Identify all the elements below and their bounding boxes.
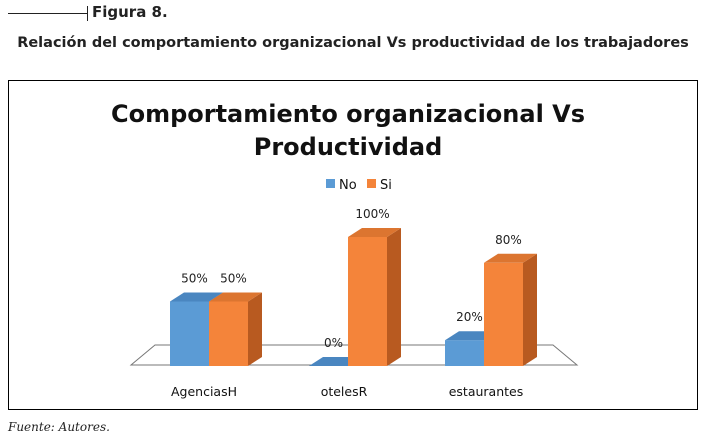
bar-si-agenciash: [209, 292, 262, 366]
figure-label: Figura 8.: [92, 3, 168, 21]
bar-no-agenciash-front: [170, 301, 209, 366]
legend-swatch-no: [326, 179, 335, 188]
category-label-otelesr: otelesR: [321, 384, 368, 399]
bar-si-estaurantes-top: [484, 253, 537, 263]
data-label-si-estaurantes: 80%: [495, 233, 522, 247]
data-label-no-estaurantes: 20%: [456, 310, 483, 324]
legend-swatch-si: [367, 179, 376, 188]
figure-rule-tick: [87, 6, 88, 21]
bar-si-agenciash-side: [248, 292, 262, 366]
chart-category-labels: AgenciasH otelesR estaurantes: [171, 384, 523, 399]
bar-no-estaurantes-front: [445, 340, 484, 366]
chart-title-line-2: Productividad: [254, 133, 443, 161]
legend-label-si: Si: [380, 178, 392, 193]
chart-title-line-1: Comportamiento organizacional Vs: [111, 100, 585, 128]
bar-si-agenciash-top: [209, 292, 262, 302]
bar-si-estaurantes-side: [523, 253, 537, 366]
chart-bars: [170, 228, 537, 366]
legend-label-no: No: [339, 178, 357, 193]
category-label-agenciash: AgenciasH: [171, 384, 237, 399]
bar-si-estaurantes-front: [484, 262, 523, 366]
chart-legend: No Si: [326, 178, 392, 193]
data-label-si-otelesr: 100%: [355, 207, 389, 221]
bar-si-otelesr-front: [348, 237, 387, 366]
chart-svg: Comportamiento organizacional Vs Product…: [111, 100, 585, 399]
data-label-no-agenciash: 50%: [181, 272, 208, 286]
data-label-si-agenciash: 50%: [220, 272, 247, 286]
bar-si-agenciash-front: [209, 301, 248, 366]
bar-si-otelesr-side: [387, 228, 401, 366]
chart-value-labels: 50% 50% 0% 100% 20% 80%: [181, 207, 522, 350]
bar-no-agenciash-top: [170, 292, 223, 302]
bar-si-otelesr: [348, 228, 401, 366]
figure-source: Fuente: Autores.: [8, 420, 110, 434]
data-label-no-otelesr: 0%: [324, 336, 343, 350]
figure-rule-line: [8, 13, 88, 14]
bar-si-otelesr-top: [348, 228, 401, 237]
category-label-estaurantes: estaurantes: [449, 384, 524, 399]
figure-caption: Relación del comportamiento organizacion…: [17, 35, 689, 51]
chart-frame: Comportamiento organizacional Vs Product…: [8, 80, 698, 410]
bar-si-estaurantes: [484, 253, 537, 366]
